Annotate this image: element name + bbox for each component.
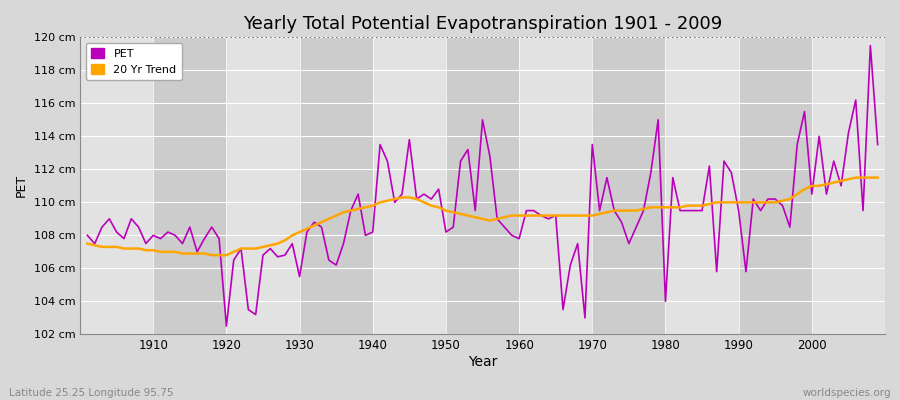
20 Yr Trend <box>514 213 525 218</box>
20 Yr Trend <box>309 223 320 228</box>
PET <box>309 220 320 224</box>
20 Yr Trend <box>206 253 217 258</box>
X-axis label: Year: Year <box>468 355 497 369</box>
Line: PET: PET <box>87 46 878 326</box>
20 Yr Trend <box>140 248 151 253</box>
20 Yr Trend <box>521 213 532 218</box>
PET <box>865 43 876 48</box>
Bar <box>153 37 227 334</box>
Y-axis label: PET: PET <box>15 174 28 198</box>
PET <box>82 233 93 238</box>
PET <box>140 241 151 246</box>
20 Yr Trend <box>353 206 364 211</box>
Bar <box>373 37 446 334</box>
PET <box>514 236 525 241</box>
PET <box>872 142 883 147</box>
Bar <box>519 37 592 334</box>
Bar <box>812 37 885 334</box>
Bar <box>446 37 519 334</box>
Bar <box>665 37 739 334</box>
Bar <box>592 37 665 334</box>
Legend: PET, 20 Yr Trend: PET, 20 Yr Trend <box>86 43 182 80</box>
20 Yr Trend <box>608 208 619 213</box>
PET <box>608 208 619 213</box>
20 Yr Trend <box>872 175 883 180</box>
20 Yr Trend <box>850 175 861 180</box>
Bar <box>80 37 153 334</box>
Bar <box>300 37 373 334</box>
PET <box>521 208 532 213</box>
Title: Yearly Total Potential Evapotranspiration 1901 - 2009: Yearly Total Potential Evapotranspiratio… <box>243 15 722 33</box>
Bar <box>739 37 812 334</box>
PET <box>221 324 232 328</box>
Bar <box>227 37 300 334</box>
Text: worldspecies.org: worldspecies.org <box>803 388 891 398</box>
20 Yr Trend <box>82 241 93 246</box>
PET <box>353 192 364 196</box>
Line: 20 Yr Trend: 20 Yr Trend <box>87 178 878 255</box>
Text: Latitude 25.25 Longitude 95.75: Latitude 25.25 Longitude 95.75 <box>9 388 174 398</box>
